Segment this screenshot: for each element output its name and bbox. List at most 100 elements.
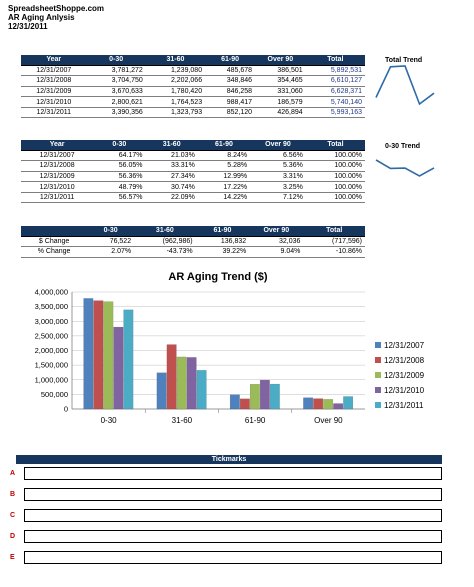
y-tick-label: 1,000,000: [35, 375, 68, 384]
ar-aging-chart: AR Aging Trend ($) 0 500,000 1,000,000 1,500…: [35, 271, 425, 425]
y-tick-label: 500,000: [41, 390, 68, 399]
tickmark-note-field[interactable]: [24, 488, 442, 501]
tickmark-note-field[interactable]: [24, 509, 442, 522]
zero30-trend-title: 0-30 Trend: [385, 143, 421, 150]
tickmark-letter: A: [10, 470, 16, 477]
bar: [259, 379, 270, 410]
table-cell: 846,258: [205, 86, 256, 98]
table-cell: 3.31%: [250, 171, 306, 183]
table-cell: 354,465: [255, 75, 306, 87]
y-tick-label: 1,500,000: [35, 361, 68, 370]
table-cell: 852,120: [205, 107, 256, 119]
bar: [249, 384, 260, 410]
bar: [303, 397, 314, 410]
column-header: 31-60: [145, 55, 206, 66]
tickmark-note-field[interactable]: [24, 530, 442, 543]
table-cell: 100.00%: [305, 171, 365, 183]
table-cell: 6,628,371: [305, 86, 365, 98]
legend-swatch: [375, 402, 381, 408]
tickmark-note-field[interactable]: [24, 551, 442, 564]
bar: [313, 398, 324, 410]
tickmark-note-field[interactable]: [24, 467, 442, 480]
table-cell: 12/31/2011: [21, 192, 94, 204]
table-cell: 100.00%: [305, 192, 365, 204]
table-cell: 12/31/2010: [21, 181, 94, 193]
legend-swatch: [375, 342, 381, 348]
table-cell: 33.31%: [145, 160, 198, 172]
column-header: Over 90: [249, 226, 304, 237]
bar: [343, 396, 354, 410]
table-row: $ Change 76,522 (962,986) 136,832 32,036 (717…: [21, 236, 365, 248]
total-trend-sparkline: [375, 65, 435, 106]
x-tick-label: Over 90: [314, 416, 343, 425]
bar: [113, 326, 124, 410]
total-trend-title: Total Trend: [385, 57, 423, 64]
table-cell: 2.07%: [87, 246, 135, 258]
table-cell: 1,239,080: [145, 65, 206, 77]
legend-swatch: [375, 387, 381, 393]
table-cell: -43.73%: [134, 246, 196, 258]
table-cell: 426,894: [255, 107, 306, 119]
table-cell: 5,740,140: [305, 96, 365, 108]
table-cell: 3.25%: [250, 181, 306, 193]
table-cell: 1,764,523: [145, 96, 206, 108]
column-header: 31-60: [134, 226, 196, 237]
x-tick-label: 0-30: [101, 416, 118, 425]
table-cell: 12/31/2007: [21, 150, 94, 162]
table-header-row: 0-30 31-60 61-90 Over 90 Total: [21, 226, 365, 237]
column-header: Over 90: [255, 55, 306, 66]
column-header: [21, 226, 88, 237]
ar-aging-table: Year 0-30 31-60 61-90 Over 90 Total 12/31/200…: [21, 55, 365, 119]
change-table: 0-30 31-60 61-90 Over 90 Total $ Change 76,52…: [21, 226, 365, 258]
table-cell: 386,501: [255, 65, 306, 77]
y-tick-label: 2,500,000: [35, 331, 68, 340]
column-header: Year: [21, 55, 87, 66]
y-tick-label: 4,000,000: [35, 288, 68, 297]
legend-swatch: [375, 372, 381, 378]
table-cell: 3,781,272: [86, 65, 146, 77]
table-cell: 12.99%: [197, 171, 251, 183]
bar: [83, 298, 94, 410]
table-cell: 5,892,531: [305, 65, 365, 77]
table-header-row: Year 0-30 31-60 61-90 Over 90 Total: [21, 140, 365, 151]
y-tick-label: 3,500,000: [35, 302, 68, 311]
table-row: 12/31/2008 3,704,750 2,202,066 348,846 354,4…: [21, 75, 365, 87]
table-cell: 12/31/2009: [21, 86, 87, 98]
table-cell: $ Change: [21, 236, 88, 248]
table-cell: 32,036: [249, 236, 304, 248]
column-header: 0-30: [86, 55, 146, 66]
tickmark-row: A: [10, 467, 442, 481]
column-header: Total: [305, 140, 365, 151]
table-cell: 9.04%: [249, 246, 304, 258]
column-header: 0-30: [87, 226, 135, 237]
legend-label: 12/31/2009: [384, 371, 425, 380]
column-header: 61-90: [197, 140, 251, 151]
column-header: Total: [303, 226, 365, 237]
tickmark-row: C: [10, 509, 442, 523]
table-cell: 21.03%: [145, 150, 198, 162]
y-tick-label: 0: [64, 405, 68, 414]
table-cell: 2,800,621: [86, 96, 146, 108]
bar: [156, 372, 167, 410]
report-title: AR Aging Anlysis: [8, 13, 75, 22]
table-cell: 186,579: [255, 96, 306, 108]
table-cell: 56.36%: [93, 171, 146, 183]
bar: [166, 344, 177, 410]
sparkline-path: [375, 159, 435, 177]
table-cell: 8.24%: [197, 150, 251, 162]
legend-swatch: [375, 357, 381, 363]
table-cell: 100.00%: [305, 150, 365, 162]
legend-label: 12/31/2008: [384, 356, 425, 365]
tickmarks-header: Tickmarks: [16, 455, 442, 464]
table-cell: 988,417: [205, 96, 256, 108]
tickmark-letter: D: [10, 533, 16, 540]
company-name: SpreadsheetShoppe.com: [8, 4, 105, 13]
bar: [229, 394, 240, 410]
bar: [186, 357, 197, 410]
table-row: 12/31/2007 3,781,272 1,239,080 485,678 386,5…: [21, 65, 365, 77]
sparkline-path: [375, 65, 435, 106]
chart-title: AR Aging Trend ($): [168, 271, 268, 283]
tickmark-row: D: [10, 530, 442, 544]
table-cell: 12/31/2010: [21, 96, 87, 108]
table-cell: 3,670,633: [86, 86, 146, 98]
